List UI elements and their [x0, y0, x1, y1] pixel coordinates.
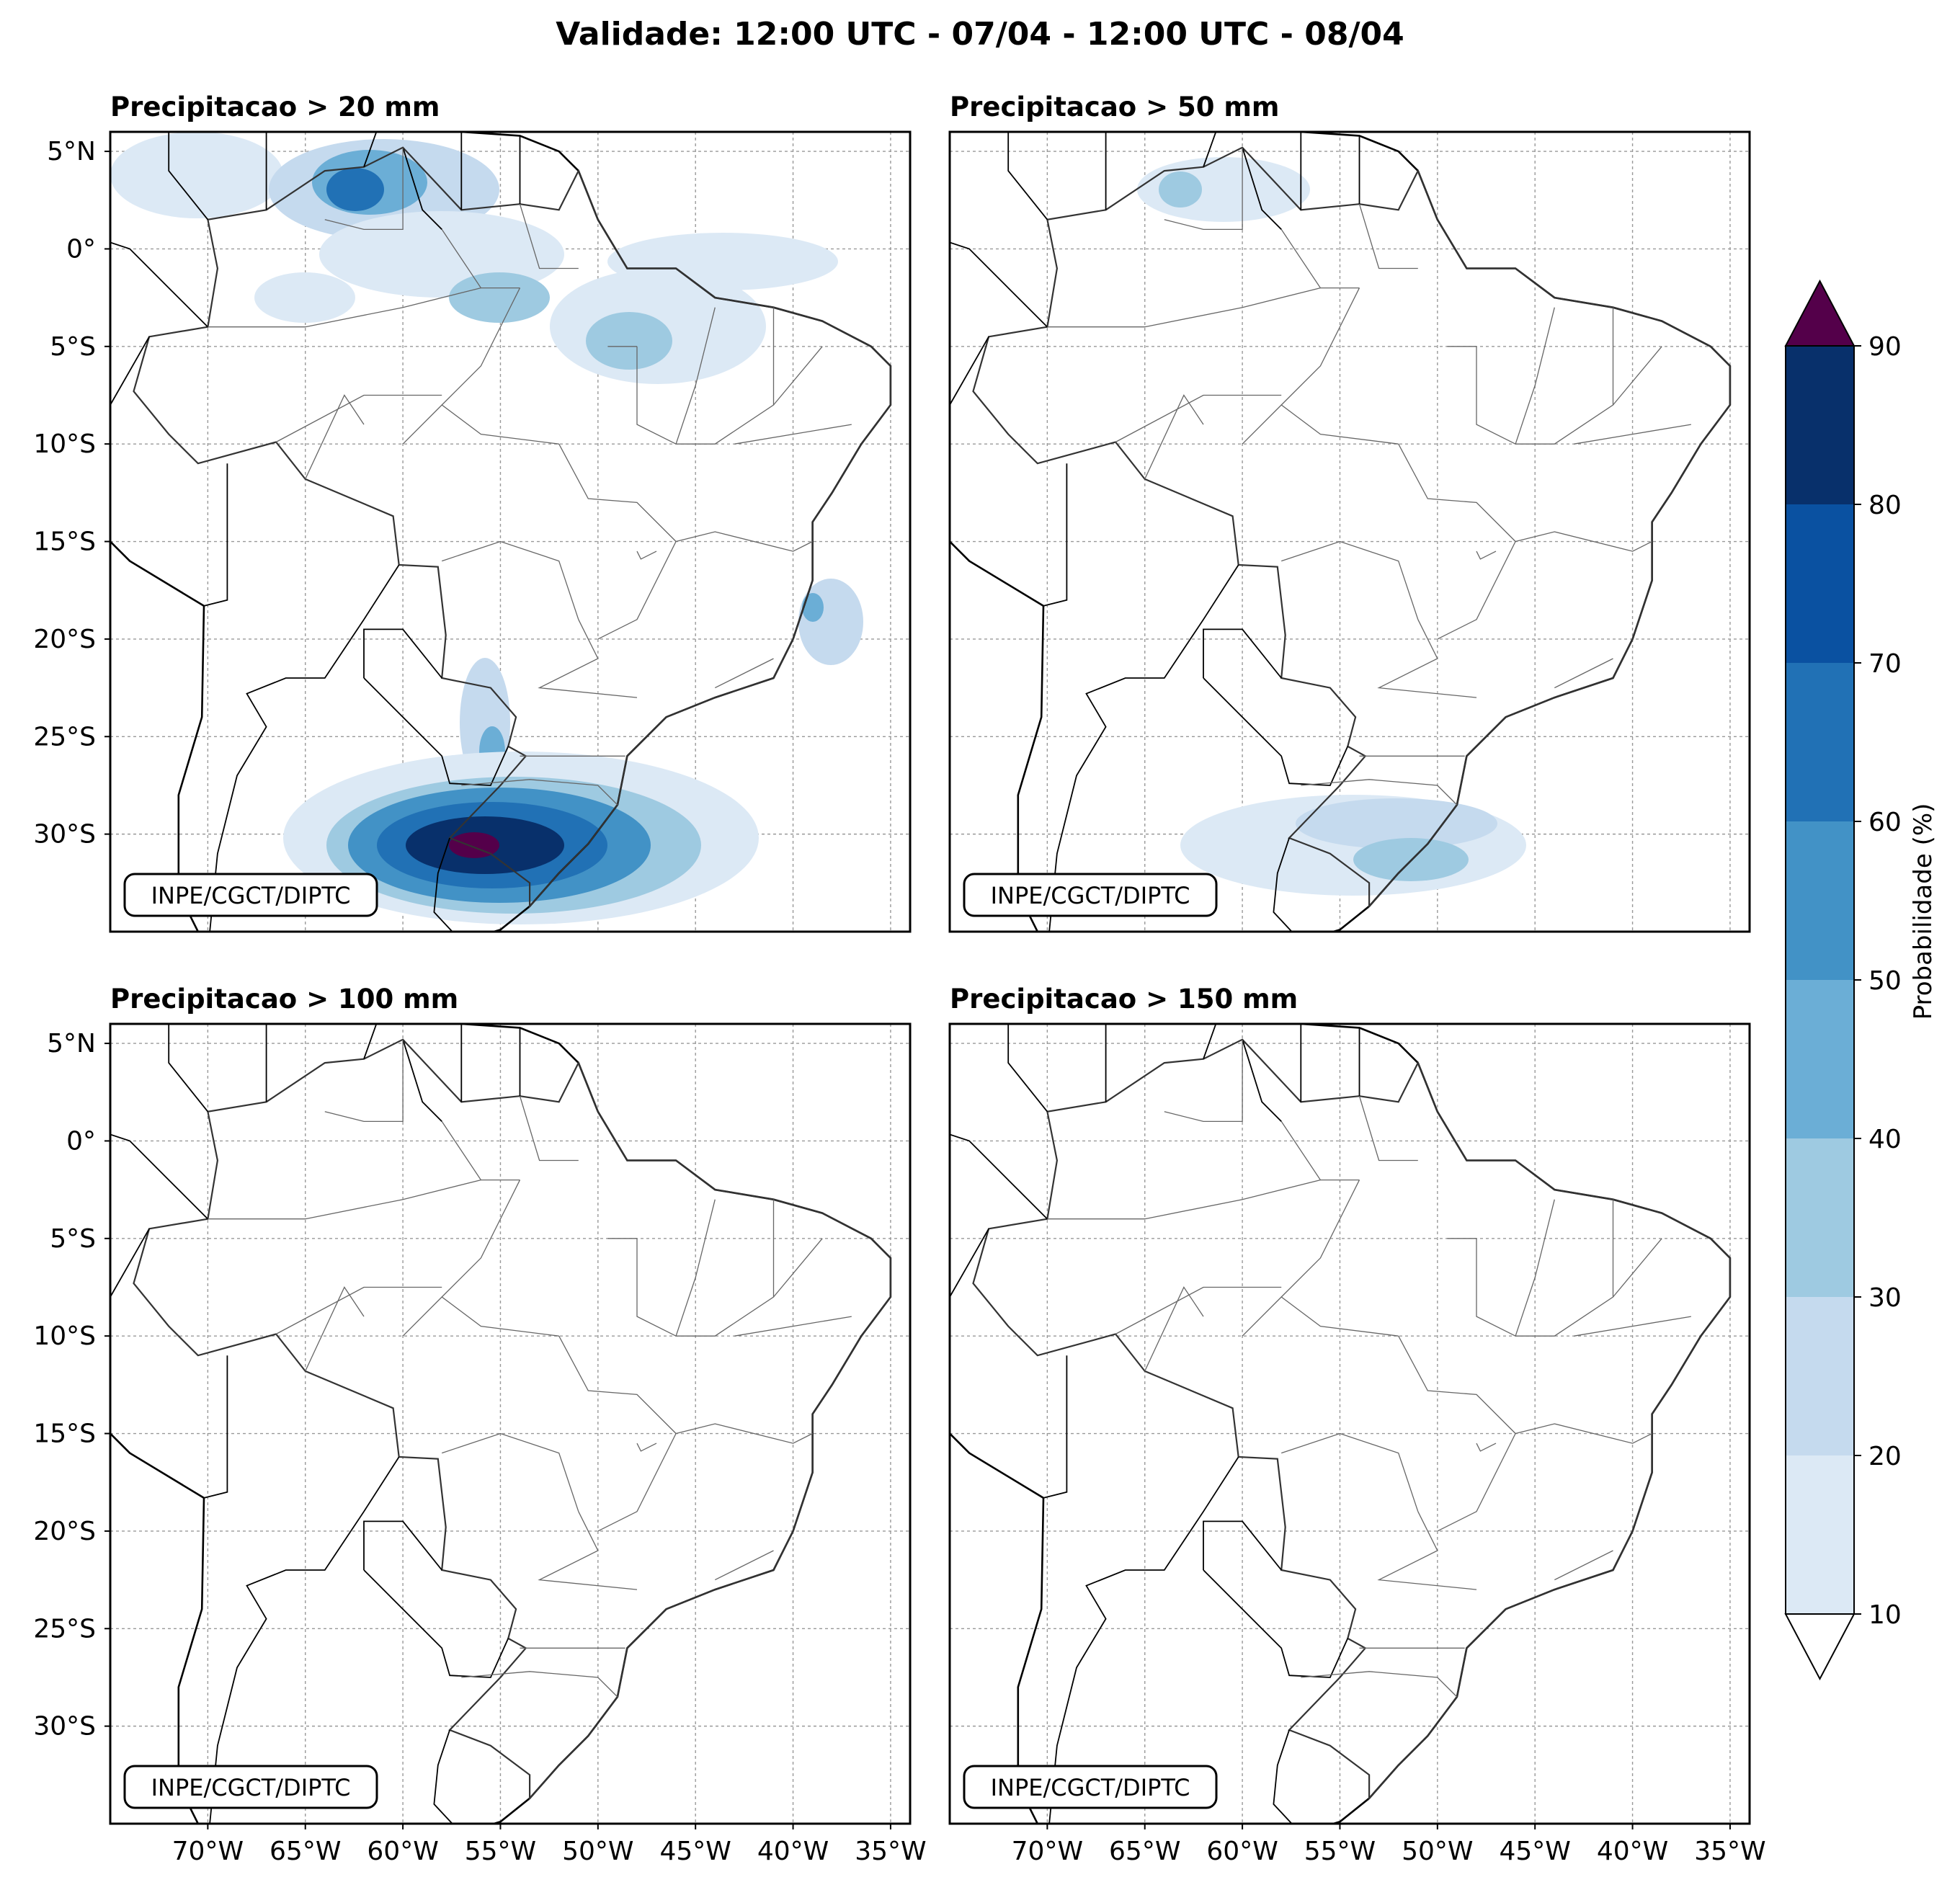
- panel-50mm: Precipitacao > 50 mm INPE/CGCT/DIPTC: [948, 92, 1751, 933]
- basemap-outline: [950, 1024, 1732, 1824]
- probability-shading: [110, 132, 863, 924]
- colorbar-label: Probabilidade (%): [1909, 803, 1938, 1020]
- lon-labels: 70°W 65°W 60°W 55°W 50°W 45°W 40°W 35°W: [172, 1824, 927, 1866]
- lon-tick-label: 55°W: [465, 1837, 536, 1866]
- lat-tick-label: 15°S: [33, 527, 96, 557]
- colorbar-segment: [1786, 663, 1854, 821]
- lon-tick-label: 45°W: [659, 1837, 731, 1866]
- lat-tick-label: 0°: [66, 234, 96, 264]
- colorbar-tick-label: 80: [1868, 491, 1902, 520]
- lon-tick-label: 40°W: [1597, 1837, 1668, 1866]
- colorbar-tick-label: 50: [1868, 966, 1902, 996]
- colorbar-under-extension: [1784, 1613, 1856, 1681]
- panel-title: Precipitacao > 150 mm: [950, 984, 1298, 1015]
- lon-tick-label: 70°W: [1012, 1837, 1083, 1866]
- lon-tick-label: 35°W: [855, 1837, 926, 1866]
- lon-tick-label: 60°W: [367, 1837, 438, 1866]
- basemap-outline: [950, 132, 1732, 932]
- colorbar-over-extension: [1784, 279, 1856, 347]
- figure-title: Validade: 12:00 UTC - 07/04 - 12:00 UTC …: [556, 16, 1404, 53]
- graticule: [110, 1024, 910, 1824]
- colorbar-tick-label: 20: [1868, 1442, 1902, 1471]
- panel-title: Precipitacao > 100 mm: [110, 984, 458, 1015]
- lon-tick-label: 40°W: [757, 1837, 829, 1866]
- colorbar-segment: [1786, 980, 1854, 1138]
- colorbar-segment: [1786, 346, 1854, 504]
- lat-tick-label: 5°S: [50, 332, 96, 362]
- lon-tick-label: 65°W: [270, 1837, 341, 1866]
- panel-100mm: Precipitacao > 100 mm 5°N 0° 5°S 10°S 15°S 20…: [33, 984, 927, 1866]
- lat-tick-label: 10°S: [33, 429, 96, 459]
- lat-labels: 5°N 0° 5°S 10°S 15°S 20°S 25°S 30°S: [33, 1029, 110, 1742]
- basemap-outline: [110, 132, 892, 932]
- probability-shading: [1137, 157, 1526, 896]
- lat-tick-label: 20°S: [33, 625, 96, 654]
- lon-tick-label: 35°W: [1694, 1837, 1765, 1866]
- colorbar-segment: [1786, 1138, 1854, 1297]
- panel-frame: [948, 1022, 1751, 1825]
- colorbar: 10 20 30 40 50 60 70 80 90: [1784, 279, 1902, 1681]
- panel-frame: [109, 130, 912, 933]
- lon-labels: 70°W 65°W 60°W 55°W 50°W 45°W 40°W 35°W: [1012, 1824, 1766, 1866]
- colorbar-tick-label: 60: [1868, 808, 1902, 837]
- lon-tick-label: 65°W: [1109, 1837, 1180, 1866]
- panel-title: Precipitacao > 20 mm: [110, 92, 440, 122]
- lon-tick-label: 45°W: [1499, 1837, 1570, 1866]
- basemap-outline: [110, 1024, 892, 1824]
- lat-tick-label: 5°N: [47, 137, 96, 166]
- lat-tick-label: 0°: [66, 1126, 96, 1156]
- lat-tick-label: 5°S: [50, 1224, 96, 1254]
- panel-frame: [948, 130, 1751, 933]
- colorbar-segment: [1786, 504, 1854, 663]
- colorbar-tick-label: 30: [1868, 1283, 1902, 1313]
- colorbar-tick-label: 10: [1868, 1600, 1902, 1630]
- graticule: [950, 1024, 1750, 1824]
- credit-label: INPE/CGCT/DIPTC: [151, 882, 351, 909]
- credit-label: INPE/CGCT/DIPTC: [991, 1774, 1190, 1801]
- lon-tick-label: 70°W: [172, 1837, 244, 1866]
- lon-tick-label: 50°W: [1402, 1837, 1473, 1866]
- colorbar-segment: [1786, 1455, 1854, 1614]
- lat-tick-label: 25°S: [33, 1614, 96, 1644]
- panel-title: Precipitacao > 50 mm: [950, 92, 1279, 122]
- lat-tick-label: 30°S: [33, 1712, 96, 1742]
- lat-tick-label: 30°S: [33, 820, 96, 850]
- colorbar-segment: [1786, 1297, 1854, 1455]
- lon-tick-label: 55°W: [1304, 1837, 1376, 1866]
- colorbar-tick-label: 90: [1868, 332, 1902, 362]
- lat-tick-label: 15°S: [33, 1419, 96, 1449]
- lat-labels: 5°N 0° 5°S 10°S 15°S 20°S 25°S 30°S: [33, 137, 110, 850]
- lat-tick-label: 5°N: [47, 1029, 96, 1058]
- lon-tick-label: 50°W: [562, 1837, 633, 1866]
- credit-label: INPE/CGCT/DIPTC: [151, 1774, 351, 1801]
- lat-tick-label: 25°S: [33, 722, 96, 752]
- panel-20mm: Precipitacao > 20 mm: [33, 92, 912, 933]
- colorbar-tick-label: 40: [1868, 1125, 1902, 1154]
- credit-label: INPE/CGCT/DIPTC: [991, 882, 1190, 909]
- panel-150mm: Precipitacao > 150 mm 70°W 65°W 60°W 55°W 50…: [948, 984, 1766, 1866]
- colorbar-tick-label: 70: [1868, 649, 1902, 679]
- lon-tick-label: 60°W: [1206, 1837, 1278, 1866]
- panel-frame: [109, 1022, 912, 1825]
- lat-tick-label: 10°S: [33, 1321, 96, 1351]
- lat-tick-label: 20°S: [33, 1517, 96, 1546]
- colorbar-segment: [1786, 821, 1854, 980]
